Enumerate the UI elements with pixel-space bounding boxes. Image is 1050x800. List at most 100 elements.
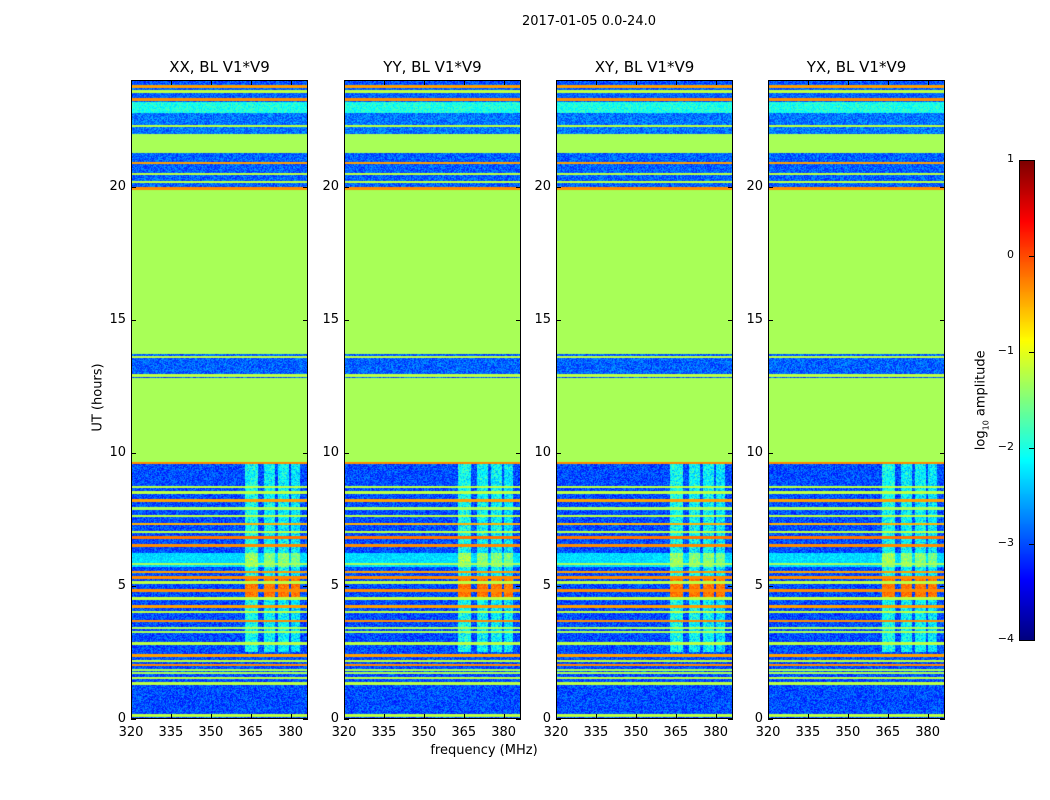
y-tick-mark bbox=[768, 319, 773, 321]
y-axis-label: UT (hours) bbox=[90, 363, 106, 432]
y-tick-mark bbox=[303, 186, 308, 188]
y-tick-mark bbox=[131, 452, 136, 454]
y-tick-label: 20 bbox=[322, 178, 339, 194]
x-tick-mark bbox=[595, 80, 597, 85]
x-tick-mark bbox=[847, 80, 849, 85]
colorbar-tick-mark bbox=[1029, 544, 1034, 545]
x-tick-mark bbox=[210, 80, 212, 85]
x-tick-mark bbox=[170, 80, 172, 85]
x-tick-mark bbox=[344, 714, 345, 719]
y-tick-label: 10 bbox=[534, 444, 551, 460]
y-tick-label: 10 bbox=[322, 444, 339, 460]
colorbar-tick-mark bbox=[1029, 160, 1034, 161]
y-tick-label: 5 bbox=[754, 577, 763, 593]
colorbar-tick-label: 1 bbox=[1007, 152, 1014, 165]
x-tick-mark bbox=[927, 80, 929, 85]
x-tick-mark bbox=[927, 714, 929, 719]
x-tick-mark bbox=[423, 80, 425, 85]
x-tick-mark bbox=[250, 80, 252, 85]
x-tick-mark bbox=[131, 714, 132, 719]
y-tick-mark bbox=[344, 719, 349, 720]
x-tick-mark bbox=[556, 714, 557, 719]
y-tick-mark bbox=[516, 186, 521, 188]
y-tick-mark bbox=[728, 452, 733, 454]
x-tick-mark bbox=[503, 714, 505, 719]
colorbar-tick-label: −1 bbox=[997, 344, 1014, 357]
heatmap-image bbox=[345, 81, 520, 718]
y-tick-label: 20 bbox=[534, 178, 551, 194]
y-tick-mark bbox=[940, 452, 945, 454]
y-tick-label: 0 bbox=[117, 711, 126, 726]
y-tick-label: 15 bbox=[746, 311, 763, 327]
x-tick-mark bbox=[344, 80, 345, 85]
x-tick-label: 320 bbox=[118, 725, 144, 740]
y-tick-mark bbox=[556, 319, 561, 321]
y-tick-mark bbox=[303, 319, 308, 321]
x-tick-label: 335 bbox=[795, 725, 821, 740]
y-tick-mark bbox=[303, 452, 308, 454]
y-tick-mark bbox=[303, 719, 308, 720]
x-tick-mark bbox=[290, 80, 292, 85]
x-tick-label: 320 bbox=[543, 725, 569, 740]
x-tick-mark bbox=[675, 80, 677, 85]
heatmap-panel-2 bbox=[556, 80, 733, 719]
x-tick-mark bbox=[383, 80, 385, 85]
x-tick-mark bbox=[210, 714, 212, 719]
x-tick-mark bbox=[847, 714, 849, 719]
x-tick-mark bbox=[807, 714, 809, 719]
y-tick-label: 0 bbox=[754, 711, 763, 726]
x-tick-label: 365 bbox=[238, 725, 264, 740]
colorbar-tick-label: −4 bbox=[997, 632, 1014, 645]
colorbar bbox=[1019, 160, 1035, 641]
x-tick-mark bbox=[290, 714, 292, 719]
x-tick-mark bbox=[595, 714, 597, 719]
heatmap-panel-0 bbox=[131, 80, 308, 719]
heatmap-panel-3 bbox=[768, 80, 945, 719]
heatmap-image bbox=[132, 81, 307, 718]
y-tick-label: 5 bbox=[117, 577, 126, 593]
x-tick-label: 365 bbox=[451, 725, 477, 740]
colorbar-tick-label: −2 bbox=[997, 440, 1014, 453]
panel-title: YY, BL V1*V9 bbox=[383, 58, 482, 76]
y-tick-mark bbox=[728, 319, 733, 321]
y-tick-mark bbox=[768, 186, 773, 188]
heatmap-image bbox=[557, 81, 732, 718]
y-tick-mark bbox=[940, 186, 945, 188]
colorbar-tick-label: −3 bbox=[997, 536, 1014, 549]
x-tick-mark bbox=[463, 714, 465, 719]
y-tick-mark bbox=[516, 719, 521, 720]
x-tick-mark bbox=[715, 80, 717, 85]
y-tick-label: 5 bbox=[542, 577, 551, 593]
y-tick-mark bbox=[768, 452, 773, 454]
colorbar-tick-mark bbox=[1029, 256, 1034, 257]
y-tick-mark bbox=[556, 585, 561, 587]
x-tick-label: 380 bbox=[491, 725, 517, 740]
x-tick-mark bbox=[383, 714, 385, 719]
x-tick-mark bbox=[131, 80, 132, 85]
x-tick-mark bbox=[887, 80, 889, 85]
heatmap-image bbox=[769, 81, 944, 718]
y-tick-label: 20 bbox=[109, 178, 126, 194]
panel-title: XY, BL V1*V9 bbox=[594, 58, 695, 76]
y-tick-label: 0 bbox=[542, 711, 551, 726]
y-tick-mark bbox=[728, 585, 733, 587]
y-tick-label: 15 bbox=[534, 311, 551, 327]
y-tick-mark bbox=[940, 319, 945, 321]
x-tick-label: 365 bbox=[663, 725, 689, 740]
x-axis-label: frequency (MHz) bbox=[430, 743, 538, 758]
y-tick-mark bbox=[344, 585, 349, 587]
y-tick-mark bbox=[131, 319, 136, 321]
heatmap-panel-1 bbox=[344, 80, 521, 719]
colorbar-tick-mark bbox=[1029, 448, 1034, 449]
y-tick-label: 15 bbox=[322, 311, 339, 327]
y-tick-mark bbox=[556, 452, 561, 454]
y-tick-mark bbox=[516, 452, 521, 454]
y-tick-mark bbox=[131, 585, 136, 587]
x-tick-mark bbox=[423, 714, 425, 719]
colorbar-tick-mark bbox=[1029, 352, 1034, 353]
x-tick-mark bbox=[463, 80, 465, 85]
y-tick-mark bbox=[344, 186, 349, 188]
x-tick-label: 380 bbox=[703, 725, 729, 740]
x-tick-mark bbox=[250, 714, 252, 719]
x-tick-mark bbox=[503, 80, 505, 85]
